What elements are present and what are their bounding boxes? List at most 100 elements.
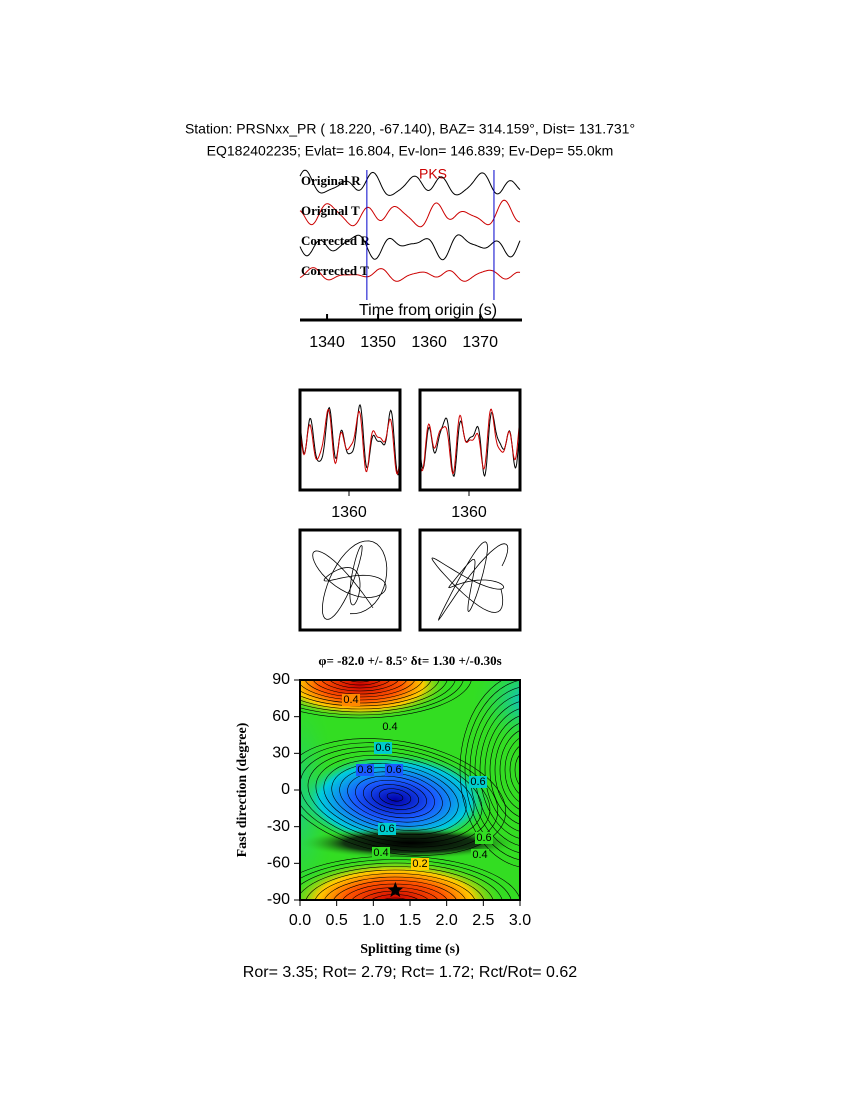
isoline [300,680,456,713]
trace-label: Original T [301,203,360,218]
y-tick-label: 60 [272,708,290,725]
isoline [370,894,420,900]
header-line: Station: PRSNxx_PR ( 18.220, -67.140), B… [185,121,635,137]
x-tick-label: 1370 [462,334,498,351]
isoline [363,779,427,815]
contour-label-bg [469,776,487,788]
waveform-trace [299,199,521,228]
isoline [474,693,520,847]
y-tick-label: -90 [267,891,290,908]
isoline [484,708,520,832]
isoline [307,750,483,844]
contour-label: 0.6 [379,823,394,835]
isoline [323,876,467,900]
contour-label-bg [385,764,403,776]
contour-label-bg [342,694,360,706]
x-tick-label: 0.0 [289,912,311,929]
isoline [386,902,404,909]
isoline [300,680,464,716]
panel-frame [418,528,522,632]
contour-label: 0.4 [472,849,487,861]
isoline [300,855,520,900]
isoline [459,680,520,868]
isoline [499,730,520,810]
contour-label-bg [471,849,489,861]
x-tick-label: 1360 [411,334,447,351]
contour-label-bg [374,742,392,754]
isoline [300,859,512,900]
panel-frame [298,528,402,632]
contour-label-bg [378,823,396,835]
contour-label-bg [475,832,493,844]
isoline [386,792,404,802]
isoline [315,754,475,840]
panel-frame [418,388,522,492]
isoline [355,775,435,819]
contour-label-bg [381,721,399,733]
isoline [329,680,391,689]
waveform-trace [420,408,520,475]
isoline [370,784,420,810]
x-tick-label: 0.5 [326,912,348,929]
contour-label: 0.6 [476,832,491,844]
contour-label: 0.4 [382,721,397,733]
x-tick-label: 3.0 [509,912,531,929]
waveform-trace [300,409,400,475]
header-line: EQ182402235; Evlat= 16.804, Ev-lon= 146.… [207,143,614,159]
y-tick-label: 0 [281,781,290,798]
best-fit-star [387,881,404,898]
isoline [300,680,448,710]
isoline [352,673,368,679]
trace-label: Corrected R [301,233,370,248]
y-tick-label: -30 [267,818,290,835]
isoline [489,715,520,825]
isoline [381,897,409,900]
chart-title: φ= -82.0 +/- 8.5° δt= 1.30 +/-0.30s [318,653,501,668]
x-tick-label: 2.0 [436,912,458,929]
isoline [519,766,520,774]
contour-label: 0.4 [373,847,388,859]
isoline [300,862,503,900]
isoline [321,680,399,692]
isoline [300,680,472,719]
isoline [305,869,485,900]
contour-label: 0.6 [386,764,401,776]
x-tick-label: 1.5 [399,912,421,929]
contour-label: 0.2 [412,858,427,870]
waveform-trace [300,403,400,476]
contour-label: 0.4 [343,694,358,706]
y-tick-label: -60 [267,855,290,872]
contour-label-bg [372,847,390,859]
isoline [509,745,520,795]
isoline [347,680,373,683]
particle-motion [312,540,388,620]
panel-frame [298,388,402,492]
isoline [378,788,412,806]
footer: Ror= 3.35; Rot= 2.79; Rct= 1.72; Rct/Rot… [243,964,578,981]
x-tick-label: 1360 [451,504,487,521]
isoline [479,701,520,839]
contour-map [300,673,520,909]
x-tick-label: 1360 [331,504,367,521]
isoline [469,686,520,854]
x-tick-label: 1350 [360,334,396,351]
waveform-trace [299,267,521,282]
x-tick-label: 2.5 [472,912,494,929]
x-tick-label: 1340 [309,334,345,351]
x-axis-label: Time from origin (s) [359,302,497,319]
waveform-trace [299,234,521,261]
waveform-trace [299,169,521,196]
isoline [504,737,520,803]
trace-label: Corrected T [301,263,369,278]
isoline [514,753,520,787]
phase-annotation: PKS [419,166,447,182]
isoline [338,680,382,686]
y-tick-label: 30 [272,745,290,762]
x-tick-label: 1.0 [362,912,384,929]
contour-label-bg [411,858,429,870]
particle-motion [431,541,509,622]
y-tick-label: 90 [272,671,290,688]
isoline [333,880,457,900]
contour-fill [300,858,505,900]
